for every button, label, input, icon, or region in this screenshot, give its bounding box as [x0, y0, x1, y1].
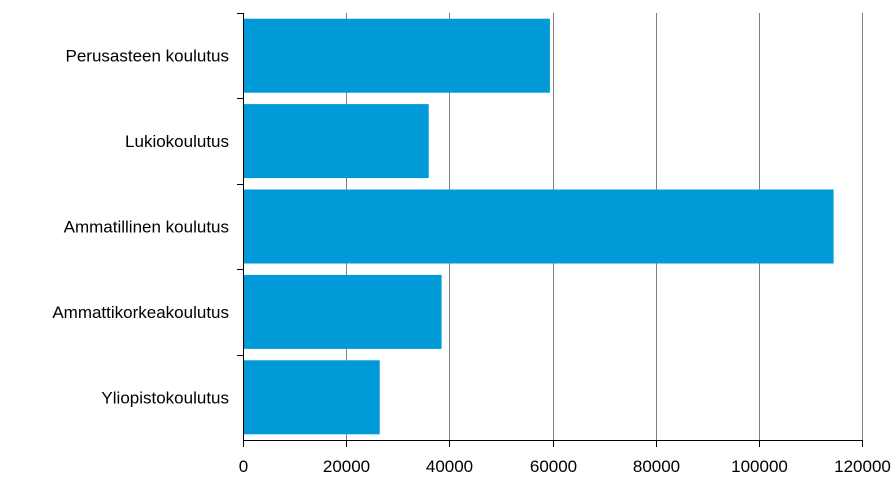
labels: Perusasteen koulutus Lukiokoulutus Ammatil… [52, 47, 891, 476]
x-tick-label-0: 0 [239, 457, 248, 476]
bar-perusasteen-koulutus [243, 18, 550, 93]
category-label-yliopistokoulutus: Yliopistokoulutus [101, 388, 229, 407]
category-label-perusasteen-koulutus: Perusasteen koulutus [66, 47, 230, 66]
x-tick-label-120000: 120000 [834, 457, 891, 476]
x-tick-label-80000: 80000 [633, 457, 680, 476]
bar-yliopistokoulutus [243, 360, 380, 435]
bars [243, 18, 834, 435]
x-tick-label-100000: 100000 [731, 457, 788, 476]
axes [237, 13, 863, 447]
x-tick-label-20000: 20000 [323, 457, 370, 476]
x-tick-label-60000: 60000 [530, 457, 577, 476]
category-label-ammatillinen-koulutus: Ammatillinen koulutus [64, 218, 229, 237]
bar-ammattikorkeakoulutus [243, 274, 442, 349]
bar-lukiokoulutus [243, 104, 429, 179]
category-label-lukiokoulutus: Lukiokoulutus [125, 132, 229, 151]
category-label-ammattikorkeakoulutus: Ammattikorkeakoulutus [52, 303, 229, 322]
bar-ammatillinen-koulutus [243, 189, 834, 264]
x-tick-label-40000: 40000 [426, 457, 473, 476]
